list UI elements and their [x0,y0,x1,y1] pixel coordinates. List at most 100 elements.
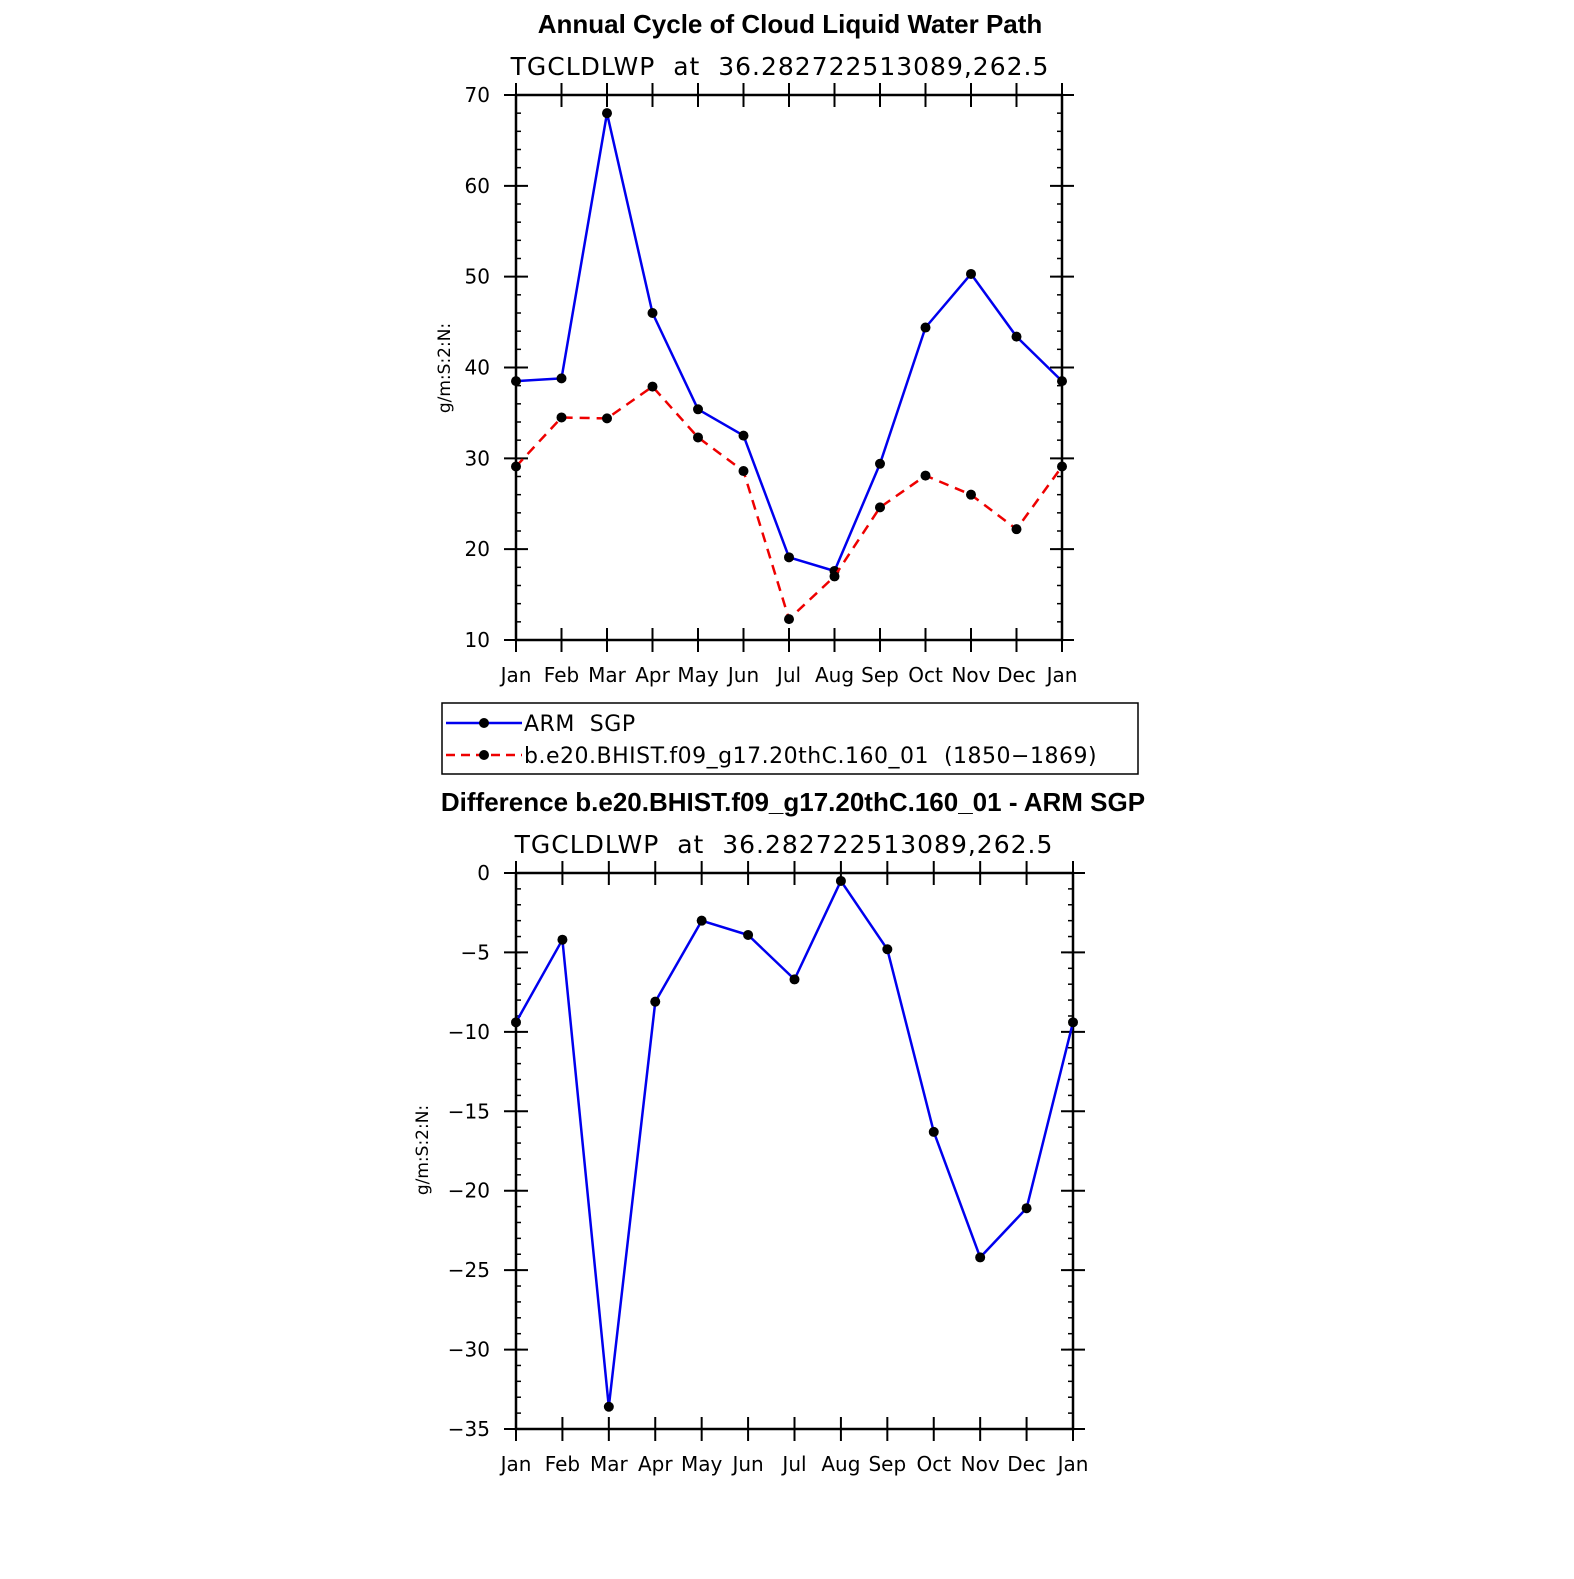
legend: ARM SGP b.e20.BHIST.f09_g17.20thC.160_01… [441,702,1139,775]
x-tick-label: Mar [590,1452,629,1476]
x-tick-label: Oct [916,1452,951,1476]
y-tick-label: 0 [477,861,490,885]
data-point [511,461,521,472]
data-point [693,432,703,443]
data-point [966,489,976,500]
data-point [1021,1203,1032,1214]
data-point [556,373,567,384]
y-tick-label: 60 [465,174,490,198]
x-tick-label: Jan [499,1452,532,1476]
data-point [738,466,749,477]
data-point [602,413,612,424]
x-tick-label: Jun [726,663,759,687]
x-tick-label: Nov [961,1452,1000,1476]
legend-marker-arm-sgp [479,718,489,728]
x-tick-label: Jan [1056,1452,1089,1476]
x-tick-label: Jul [775,663,801,687]
x-tick-label: May [677,663,719,687]
series-line [515,385,1064,621]
y-tick-label: 70 [465,83,490,107]
y-tick-label: −25 [448,1258,490,1282]
y-tick-label: −5 [461,940,490,964]
data-point [1057,461,1067,472]
data-point [920,322,931,333]
data-point [784,614,794,625]
x-tick-label: Feb [545,1452,580,1476]
data-point [829,571,840,582]
chart-title: Difference b.e20.BHIST.f09_g17.20thC.160… [441,787,1145,817]
data-point [882,944,893,955]
data-point [784,552,794,563]
legend-entry-model: b.e20.BHIST.f09_g17.20thC.160_01 (1850−1… [446,744,1097,769]
y-tick-label: 10 [465,628,490,652]
data-point [647,381,658,392]
plot-area: −35 −30 −25 −20 −15 −10 −5 0 Jan Feb Mar Apr May Jun J… [448,861,1089,1476]
plot-frame [514,871,1075,1431]
data-point [835,875,846,886]
y-tick-label: −30 [448,1338,490,1362]
x-tick-label: Aug [821,1452,860,1476]
x-tick-label: Apr [635,663,670,687]
x-tick-label: Apr [638,1452,673,1476]
data-point [738,430,749,441]
chart-subtitle: TGCLDLWP at 36.282722513089,262.5 [510,52,1050,81]
series-line [515,111,1063,573]
data-point [920,470,931,481]
x-tick-label: Dec [997,663,1036,687]
data-point [1011,331,1022,342]
data-point [928,1126,939,1137]
data-point [875,458,885,469]
annual-cycle-chart: Annual Cycle of Cloud Liquid Water Path … [435,9,1077,687]
data-point [511,376,521,387]
y-axis-label: g/m:S:2:N: [435,323,455,413]
chart-title: Annual Cycle of Cloud Liquid Water Path [538,9,1043,39]
data-point [789,974,800,985]
chart-subtitle: TGCLDLWP at 36.282722513089,262.5 [514,830,1054,859]
x-tick-label: May [681,1452,723,1476]
plot-area: 10 20 30 40 50 60 70 Jan Feb Mar Apr May Jun Jul Aug Se… [465,83,1078,687]
data-point [966,268,976,279]
legend-marker-model [479,750,489,760]
data-point [650,996,661,1007]
legend-label-arm-sgp: ARM SGP [524,712,636,737]
x-tick-label: Aug [815,663,854,687]
y-tick-label: −15 [448,1099,490,1123]
data-point [975,1252,986,1263]
y-tick-label: 50 [465,265,490,289]
y-tick-label: 20 [465,537,490,561]
x-tick-label: Nov [951,663,990,687]
data-point [603,1401,614,1412]
data-point [556,412,567,423]
difference-chart: Difference b.e20.BHIST.f09_g17.20thC.160… [413,787,1145,1476]
x-tick-label: Oct [908,663,943,687]
data-point [1068,1017,1078,1028]
x-tick-label: Mar [588,663,627,687]
y-tick-label: −20 [448,1179,490,1203]
x-tick-label: Jan [499,663,532,687]
data-point [511,1017,521,1028]
legend-label-model: b.e20.BHIST.f09_g17.20thC.160_01 (1850−1… [524,744,1097,769]
data-point [647,308,658,318]
y-tick-label: 30 [465,446,490,470]
data-point [693,404,703,415]
y-tick-label: 40 [465,356,490,380]
x-tick-label: Sep [861,663,899,687]
y-axis-label: g/m:S:2:N: [413,1105,433,1195]
data-point [696,915,707,926]
legend-entry-arm-sgp: ARM SGP [446,712,636,737]
data-point [1057,376,1067,387]
data-point [602,108,612,119]
x-tick-label: Sep [868,1452,906,1476]
data-point [557,934,568,945]
data-point [875,502,885,513]
x-tick-label: Feb [544,663,579,687]
x-tick-label: Jul [780,1452,806,1476]
x-tick-label: Jun [730,1452,763,1476]
legend-box [441,702,1139,775]
x-tick-label: Jan [1045,663,1078,687]
data-point [743,929,754,940]
data-point [1011,524,1022,535]
x-tick-label: Dec [1007,1452,1046,1476]
